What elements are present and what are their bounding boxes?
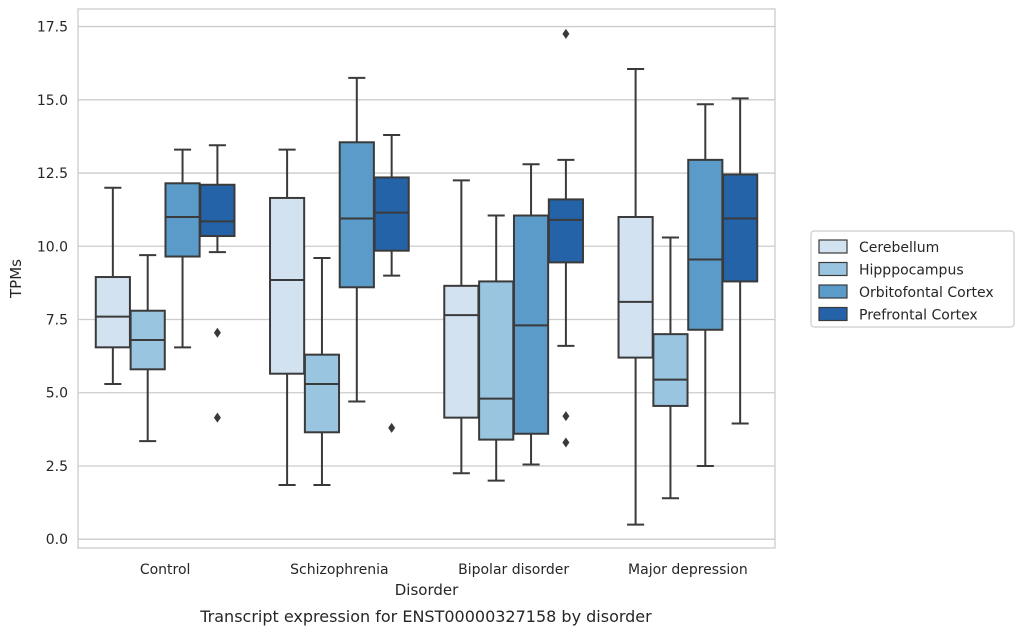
outlier-point [213, 327, 221, 338]
legend-label: Prefrontal Cortex [859, 308, 978, 324]
box-iqr [199, 183, 236, 238]
legend-swatch [818, 306, 848, 322]
box-plots [94, 28, 759, 526]
legend-label: Orbitofontal Cortex [859, 285, 994, 301]
legend-swatch [818, 261, 848, 277]
box-iqr [478, 280, 515, 441]
y-tick-label: 5.0 [46, 386, 68, 402]
plot-frame [77, 8, 776, 549]
box-plot [199, 144, 236, 423]
box-iqr [338, 141, 375, 289]
legend: Cerebellum Hipppocampus Orbitofontal Corte… [810, 230, 1015, 328]
x-tick-label: Bipolar disorder [458, 562, 569, 578]
box-plot [652, 236, 689, 500]
box-iqr [547, 198, 584, 264]
y-tick-label: 7.5 [46, 313, 68, 329]
x-tick-label: Control [140, 562, 191, 578]
box-iqr [617, 215, 654, 359]
box-plot [338, 76, 375, 403]
y-tick-label: 10.0 [37, 239, 68, 255]
box-iqr [443, 284, 480, 419]
x-axis-label: Disorder [395, 581, 459, 599]
y-tick-label: 0.0 [46, 532, 68, 548]
box-plot [722, 97, 759, 425]
legend-label: Hipppocampus [859, 263, 964, 279]
box-plot [547, 28, 584, 448]
box-plot [687, 103, 724, 467]
box-plot [617, 68, 654, 526]
box-iqr [687, 158, 724, 331]
box-iqr [164, 182, 201, 258]
box-iqr [652, 333, 689, 407]
legend-frame [810, 230, 1015, 328]
box-iqr [722, 173, 759, 283]
box-plot [129, 254, 166, 443]
y-axis-label: TPMs [7, 259, 25, 299]
box-plot [512, 163, 550, 466]
box-iqr [269, 196, 306, 375]
box-plot [94, 186, 131, 385]
outlier-point [562, 28, 570, 39]
y-axis-ticks: 0.0 2.5 5.0 7.5 10.0 12.5 15.0 17.5 [37, 20, 68, 549]
y-tick-label: 17.5 [37, 20, 68, 36]
box-plot [478, 214, 515, 482]
box-plot [164, 148, 201, 349]
outlier-point [562, 437, 570, 448]
outlier-point [388, 422, 396, 433]
box-plot [443, 179, 480, 475]
y-tick-label: 12.5 [37, 166, 68, 182]
x-tick-label: Schizophrenia [290, 562, 388, 578]
legend-label: Cerebellum [859, 240, 939, 256]
box-iqr [373, 176, 410, 252]
x-tick-label: Major depression [628, 562, 748, 578]
legend-swatch [818, 239, 848, 254]
outlier-point [213, 412, 221, 423]
box-plot [303, 256, 341, 487]
box-plot [373, 133, 410, 433]
box-plot [269, 148, 306, 487]
chart-caption: Transcript expression for ENST0000032715… [199, 607, 652, 626]
y-tick-label: 15.0 [37, 93, 68, 109]
box-iqr [94, 276, 131, 349]
legend-swatch [818, 284, 848, 299]
y-tick-label: 2.5 [46, 459, 68, 475]
outlier-point [562, 411, 570, 422]
box-iqr [303, 353, 341, 434]
x-axis-ticks: Control Schizophrenia Bipolar disorder Majo… [140, 562, 748, 578]
